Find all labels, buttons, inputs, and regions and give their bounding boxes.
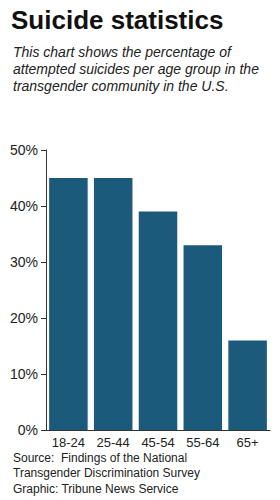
svg-text:25-44: 25-44 [97,435,130,450]
svg-text:This chart shows the percentag: This chart shows the percentage of [13,44,235,60]
svg-text:55-64: 55-64 [186,435,219,450]
svg-text:Source: Findings of the Natio: Source: Findings of the National [13,451,190,465]
svg-text:0%: 0% [18,422,38,438]
svg-text:45-54: 45-54 [141,435,174,450]
svg-text:20%: 20% [10,310,38,326]
svg-text:Graphic: Tribune News Service: Graphic: Tribune News Service [13,482,179,496]
svg-text:attempted suicides per age gro: attempted suicides per age group in the [13,61,263,77]
svg-text:Suicide statistics: Suicide statistics [11,5,223,35]
svg-text:10%: 10% [10,366,38,382]
svg-text:65+: 65+ [237,435,259,450]
svg-text:30%: 30% [10,254,38,270]
svg-text:50%: 50% [10,142,38,158]
svg-text:40%: 40% [10,198,38,214]
svg-text:transgender community in the U: transgender community in the U.S. [13,78,229,94]
svg-text:18-24: 18-24 [52,435,85,450]
svg-text:Transgender Discrimination Sur: Transgender Discrimination Survey [13,466,200,480]
